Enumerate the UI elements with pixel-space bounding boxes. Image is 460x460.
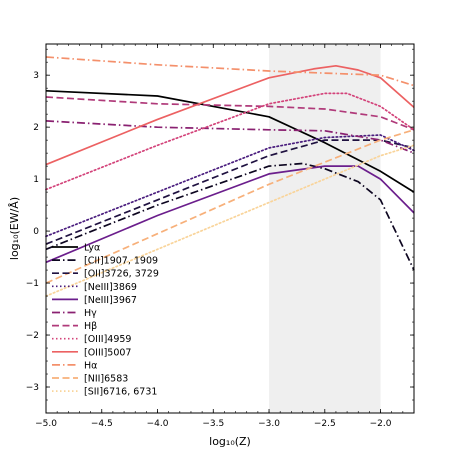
legend-label-6: Hβ (84, 321, 97, 332)
y-tick-label: 3 (33, 71, 39, 81)
legend-label-8: [OIII]5007 (84, 347, 131, 358)
y-axis-label: log₁₀(EW/Å) (8, 197, 21, 260)
x-axis-label: log₁₀(Z) (209, 435, 251, 448)
x-tick-label: −4.5 (91, 419, 113, 429)
y-tick-label: 0 (33, 227, 39, 237)
series-line-6 (45, 96, 415, 131)
legend-label-2: [OII]3726, 3729 (84, 269, 159, 280)
series-line-8 (45, 64, 415, 166)
series-layer (45, 56, 415, 297)
x-tick-label: −3.5 (202, 419, 224, 429)
y-axis: −3 −2 −1 0 1 2 3 (26, 48, 414, 414)
x-tick-label: −5.0 (35, 419, 57, 429)
plot-frame (45, 43, 415, 414)
series-line-9 (45, 56, 415, 87)
x-axis: −5.0 −4.5 −4.0 −3.5 −3.0 −2.5 −2.0 (35, 44, 415, 429)
y-tick-label: 2 (33, 123, 39, 133)
x-tick-label: −2.5 (314, 419, 336, 429)
legend-label-0: Lyα (84, 243, 100, 254)
legend-label-5: Hγ (84, 308, 97, 319)
legend-label-7: [OIII]4959 (84, 334, 131, 345)
y-tick-label: −1 (26, 279, 39, 289)
shaded-band (269, 44, 381, 413)
series-line-10 (45, 128, 415, 284)
series-line-11 (45, 144, 415, 297)
series-line-1 (45, 162, 415, 271)
legend-label-4: [NeIII]3967 (84, 295, 137, 306)
x-tick-label: −2.0 (370, 419, 392, 429)
x-tick-label: −3.0 (258, 419, 280, 429)
legend-label-3: [NeIII]3869 (84, 282, 137, 293)
legend-label-1: [CII]1907, 1909 (84, 256, 158, 267)
series-line-3 (45, 134, 415, 238)
legend: Lyα [CII]1907, 1909 [OII]3726, 3729 [NeIII]… (52, 243, 159, 398)
y-tick-label: −2 (26, 331, 39, 341)
series-line-4 (45, 165, 415, 264)
y-tick-label: −3 (26, 383, 39, 393)
legend-label-11: [SII]6716, 6731 (84, 387, 157, 398)
legend-label-9: Hα (84, 360, 97, 371)
legend-label-10: [NII]6583 (84, 374, 128, 385)
y-tick-label: 1 (33, 175, 39, 185)
x-tick-label: −4.0 (147, 419, 169, 429)
series-line-7 (45, 92, 415, 191)
